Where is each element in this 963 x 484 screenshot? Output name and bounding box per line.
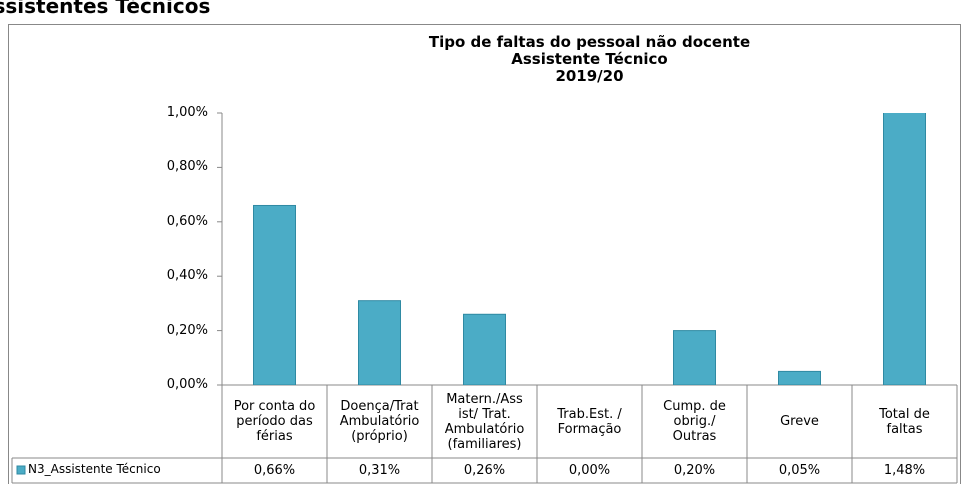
page-heading: Assistentes Técnicos [0, 0, 211, 18]
chart-title: Tipo de faltas do pessoal não docente As… [428, 33, 751, 85]
value-label: 0,31% [358, 463, 401, 478]
value-label: 0,00% [568, 463, 611, 478]
x-tick-label: Doença/Trat Ambulatório (próprio) [339, 399, 420, 444]
x-tick-label: Total de faltas [879, 406, 930, 437]
x-tick-label: Cump. de obrig./ Outras [663, 399, 726, 444]
chart-frame [8, 24, 961, 484]
bar [253, 204, 296, 385]
y-tick-label: 0,40% [166, 268, 208, 284]
plot [253, 113, 926, 385]
bar [778, 370, 821, 385]
bar [358, 300, 401, 385]
y-tick-label: 1,00% [166, 105, 208, 120]
bar [673, 330, 716, 385]
value-label: 0,66% [253, 463, 296, 478]
x-tick-label: Greve [780, 414, 819, 429]
legend-label: N3_Assistente Técnico [28, 462, 161, 476]
bar [883, 113, 926, 385]
x-tick-label: Matern./Ass ist/ Trat. Ambulatório (fami… [444, 391, 525, 452]
x-tick-label: Trab.Est. / Formação [557, 406, 622, 437]
value-label: 1,48% [883, 463, 926, 478]
y-tick-label: 0,20% [166, 322, 208, 338]
legend-swatch [16, 465, 26, 475]
bar [463, 313, 506, 385]
value-label: 0,05% [778, 463, 821, 478]
value-label: 0,26% [463, 463, 506, 478]
y-tick-label: 0,60% [166, 213, 208, 229]
y-tick-label: 0,80% [166, 159, 208, 175]
x-tick-label: Por conta do período das férias [233, 399, 316, 444]
y-tick-label: 0,00% [166, 377, 208, 392]
value-label: 0,20% [673, 463, 716, 478]
